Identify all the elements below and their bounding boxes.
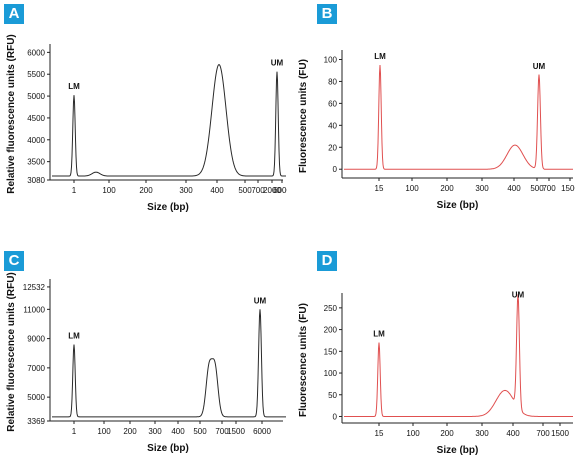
peak-label-um: UM	[271, 59, 284, 68]
y-tick-label: 6000	[27, 48, 45, 57]
y-tick-label: 3500	[27, 158, 45, 167]
y-tick-label: 3080	[27, 176, 45, 185]
y-tick-label: 11000	[23, 305, 45, 314]
panel-d-badge: D	[317, 251, 337, 271]
x-tick-label: 700	[542, 184, 556, 193]
chart-d: 0 50 100 150 200 250 15 100 200 300 400 700 1500 LM UM…	[298, 291, 573, 456]
data-trace	[52, 64, 286, 177]
y-tick-label: 40	[328, 121, 337, 130]
peak-label-um: UM	[533, 62, 546, 71]
x-axis-label: Size (bp)	[147, 202, 189, 213]
panel-a-badge: A	[4, 4, 24, 24]
x-tick-label: 2000	[263, 186, 281, 195]
data-trace	[344, 294, 573, 417]
x-tick-label: 500	[530, 184, 544, 193]
chart-a: 3080 3500 4000 4500 5000 5500 6000 1 100 200 300 40…	[6, 34, 287, 213]
y-tick-label: 7000	[27, 364, 45, 373]
data-trace	[344, 64, 573, 170]
peak-label-um: UM	[254, 296, 267, 305]
x-tick-label: 15	[375, 429, 384, 438]
x-tick-label: 1500	[561, 184, 575, 193]
x-tick-label: 300	[475, 429, 489, 438]
y-tick-label: 100	[324, 369, 338, 378]
peak-label-lm: LM	[68, 331, 80, 340]
y-tick-label: 250	[324, 304, 338, 313]
x-tick-label: 6000	[253, 427, 271, 436]
y-tick-label: 0	[333, 412, 338, 421]
x-tick-label: 100	[406, 429, 420, 438]
peak-label-lm: LM	[373, 330, 385, 339]
y-tick-label: 5000	[27, 393, 45, 402]
y-axis-label: Relative fluorescence units (RFU)	[6, 272, 17, 431]
y-tick-label: 5000	[27, 92, 45, 101]
panel-c-badge: C	[4, 251, 24, 271]
x-tick-label: 100	[97, 427, 111, 436]
x-tick-label: 15	[375, 184, 384, 193]
data-trace	[52, 309, 286, 418]
y-tick-label: 12532	[23, 283, 46, 292]
x-tick-label: 300	[148, 427, 162, 436]
x-tick-label: 200	[440, 184, 454, 193]
x-tick-label: 400	[171, 427, 185, 436]
y-tick-label: 200	[324, 326, 338, 335]
x-tick-label: 6000	[273, 186, 287, 195]
panel-c: C 3369 5000 7000 9000 11000 12532 1 100 200 300 40…	[0, 231, 287, 462]
y-tick-label: 20	[328, 143, 337, 152]
y-tick-label: 100	[324, 55, 338, 64]
x-tick-label: 100	[102, 186, 116, 195]
x-tick-label: 400	[507, 184, 521, 193]
x-tick-label: 200	[123, 427, 137, 436]
chart-c: 3369 5000 7000 9000 11000 12532 1 100 200 300 400 5…	[6, 272, 286, 454]
x-tick-label: 100	[405, 184, 419, 193]
x-tick-label: 1500	[227, 427, 245, 436]
y-tick-label: 5500	[27, 70, 45, 79]
peak-label-lm: LM	[374, 52, 386, 61]
peak-label-lm: LM	[68, 82, 80, 91]
y-tick-label: 50	[328, 391, 337, 400]
x-axis-label: Size (bp)	[437, 445, 479, 456]
x-tick-label: 400	[506, 429, 520, 438]
x-tick-label: 200	[440, 429, 454, 438]
y-tick-label: 9000	[27, 335, 45, 344]
x-tick-label: 500	[193, 427, 207, 436]
x-tick-label: 400	[210, 186, 224, 195]
y-axis-label: Fluorescence units (FU)	[298, 303, 309, 417]
x-tick-label: 1500	[551, 429, 569, 438]
panel-a: A 3080 3500 4000 4500 5000 5500 6000 1 100 200 300…	[0, 0, 287, 231]
y-axis-label: Relative fluorescence units (RFU)	[6, 34, 17, 193]
panel-b-badge: B	[317, 4, 337, 24]
x-tick-label: 1	[72, 427, 77, 436]
x-tick-label: 700	[536, 429, 550, 438]
x-tick-label: 700	[251, 186, 265, 195]
y-tick-label: 60	[328, 99, 337, 108]
x-tick-label: 200	[139, 186, 153, 195]
x-axis-label: Size (bp)	[437, 200, 479, 211]
y-axis-label: Fluorescence units (FU)	[298, 59, 309, 173]
y-tick-label: 0	[333, 165, 338, 174]
x-tick-label: 1	[72, 186, 77, 195]
x-axis-label: Size (bp)	[147, 443, 189, 454]
x-tick-label: 300	[179, 186, 193, 195]
peak-label-um: UM	[512, 291, 525, 300]
panel-d: D 0 50 100 150 200 250 15 100 200 300 400 700 1500 LM…	[287, 231, 575, 462]
y-tick-label: 80	[328, 77, 337, 86]
x-tick-label: 300	[475, 184, 489, 193]
y-tick-label: 150	[324, 347, 338, 356]
x-tick-label: 700	[215, 427, 229, 436]
y-tick-label: 3369	[27, 417, 45, 426]
y-tick-label: 4000	[27, 136, 45, 145]
x-tick-label: 500	[238, 186, 252, 195]
y-tick-label: 4500	[27, 114, 45, 123]
